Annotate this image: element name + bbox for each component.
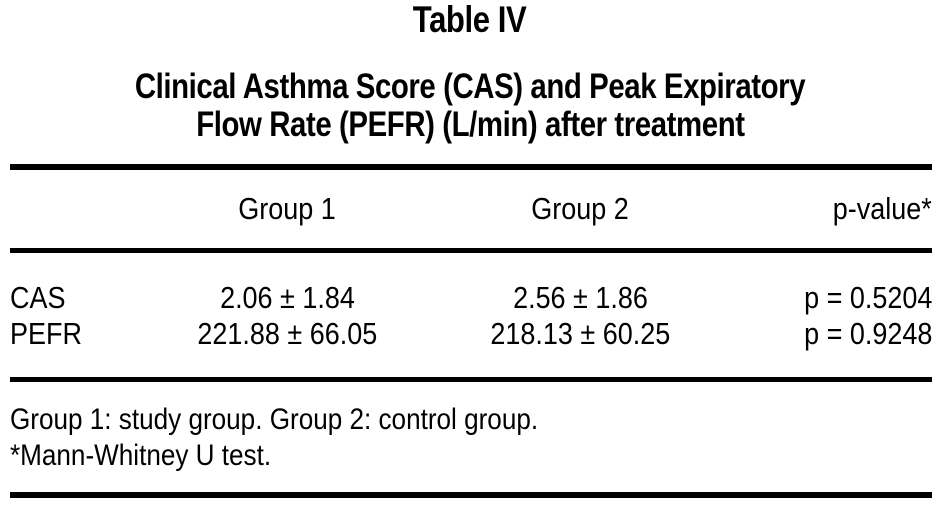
row-pefr-group2-value: 218.13 ± 60.25 [490,316,670,351]
row-cas-label: CAS [10,280,66,315]
table-row-cas: CAS 2.06 ± 1.84 2.56 ± 1.86 p = 0.5204 [10,280,932,316]
table-row-pefr: PEFR 221.88 ± 66.05 218.13 ± 60.25 p = 0… [10,316,932,352]
row-cas-group1-cell: 2.06 ± 1.84 [160,280,415,316]
table-header-row: Group 1 Group 2 p-value* [10,170,932,248]
row-pefr-pvalue-cell: p = 0.9248 [745,316,932,352]
table-body: CAS 2.06 ± 1.84 2.56 ± 1.86 p = 0.5204 P… [10,253,932,377]
header-cell-group2: Group 2 [415,191,745,227]
header-pvalue-text: p-value* [833,191,932,226]
footnote-groups-line: Group 1: study group. Group 2: control g… [10,402,932,438]
row-cas-pvalue: p = 0.5204 [803,280,932,315]
table-caption: Clinical Asthma Score (CAS) and Peak Exp… [0,68,940,144]
table-number-heading: Table IV [0,0,940,40]
row-pefr-group2-cell: 218.13 ± 60.25 [415,316,745,352]
header-group1-text: Group 1 [238,191,337,226]
caption-line-1: Clinical Asthma Score (CAS) and Peak Exp… [134,67,806,106]
data-table: Group 1 Group 2 p-value* CAS 2.06 ± 1.84… [10,164,932,498]
row-cas-group2-value: 2.56 ± 1.86 [512,280,648,315]
table-number-text: Table IV [413,0,527,40]
table-rule-below-body [10,377,932,382]
header-cell-pvalue: p-value* [745,191,932,227]
header-cell-group1: Group 1 [160,191,415,227]
row-pefr-group1-value: 221.88 ± 66.05 [197,316,378,351]
caption-line-2-wrap: Flow Rate (PEFR) (L/min) after treatment [0,106,940,144]
row-label-cell: CAS [10,280,160,316]
row-pefr-pvalue: p = 0.9248 [803,316,932,351]
row-cas-pvalue-cell: p = 0.5204 [745,280,932,316]
table-rule-bottom [10,492,932,498]
table-rule-below-header [10,248,932,253]
row-pefr-group1-cell: 221.88 ± 66.05 [160,316,415,352]
row-cas-group2-cell: 2.56 ± 1.86 [415,280,745,316]
footnote-test-text: *Mann-Whitney U test. [10,439,272,472]
header-group2-text: Group 2 [531,191,629,226]
table-rule-top [10,164,932,170]
footnote-test-line: *Mann-Whitney U test. [10,438,932,474]
caption-line-2: Flow Rate (PEFR) (L/min) after treatment [195,105,745,144]
table-footnotes: Group 1: study group. Group 2: control g… [10,382,932,492]
header-cell-empty [10,191,160,227]
caption-line-1-wrap: Clinical Asthma Score (CAS) and Peak Exp… [0,68,940,106]
row-label-cell: PEFR [10,316,160,352]
footnote-groups-text: Group 1: study group. Group 2: control g… [10,403,539,436]
row-pefr-label: PEFR [10,316,82,351]
row-cas-group1-value: 2.06 ± 1.84 [220,280,355,315]
